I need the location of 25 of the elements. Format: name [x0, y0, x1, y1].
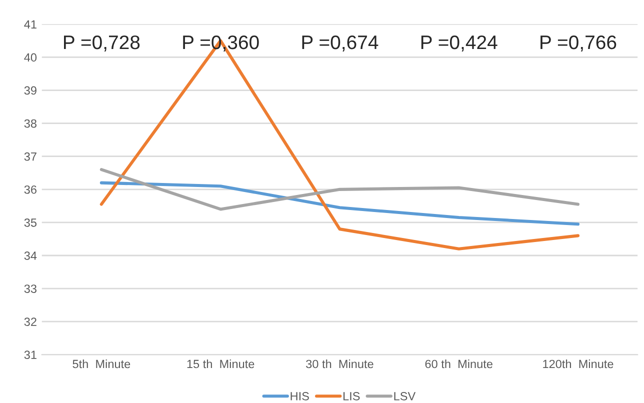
legend-label: LSV: [394, 392, 416, 400]
y-tick-label: 35: [24, 218, 37, 227]
y-tick-label: 36: [24, 185, 36, 194]
annotation: P =0,674: [302, 35, 378, 52]
x-tick-label: 15 th Minute: [187, 360, 254, 368]
y-tick-label: 32: [24, 318, 36, 326]
y-tick-label: 33: [24, 284, 36, 293]
y-tick-label: 37: [24, 152, 36, 161]
x-tick-label: 120th Minute: [543, 360, 614, 368]
x-tick-label: 5th Minute: [72, 360, 130, 368]
annotation: P =0,728: [64, 35, 140, 52]
y-tick-label: 34: [24, 252, 37, 260]
line-series: [100, 181, 580, 226]
legend-label: HIS: [290, 392, 309, 400]
y-tick-label: 31: [24, 350, 36, 360]
annotation: P =0,766: [540, 35, 616, 52]
y-tick-label: 38: [24, 119, 36, 128]
x-tick-label: 60 th Minute: [425, 360, 492, 368]
legend-label: LIS: [343, 392, 360, 400]
x-tick-label: 30 th Minute: [306, 360, 374, 368]
annotation: P =0,424: [421, 35, 498, 52]
y-tick-label: 40: [24, 53, 37, 62]
y-tick-label: 41: [24, 20, 36, 28]
y-tick-label: 39: [24, 86, 36, 95]
line-series: [100, 168, 580, 211]
